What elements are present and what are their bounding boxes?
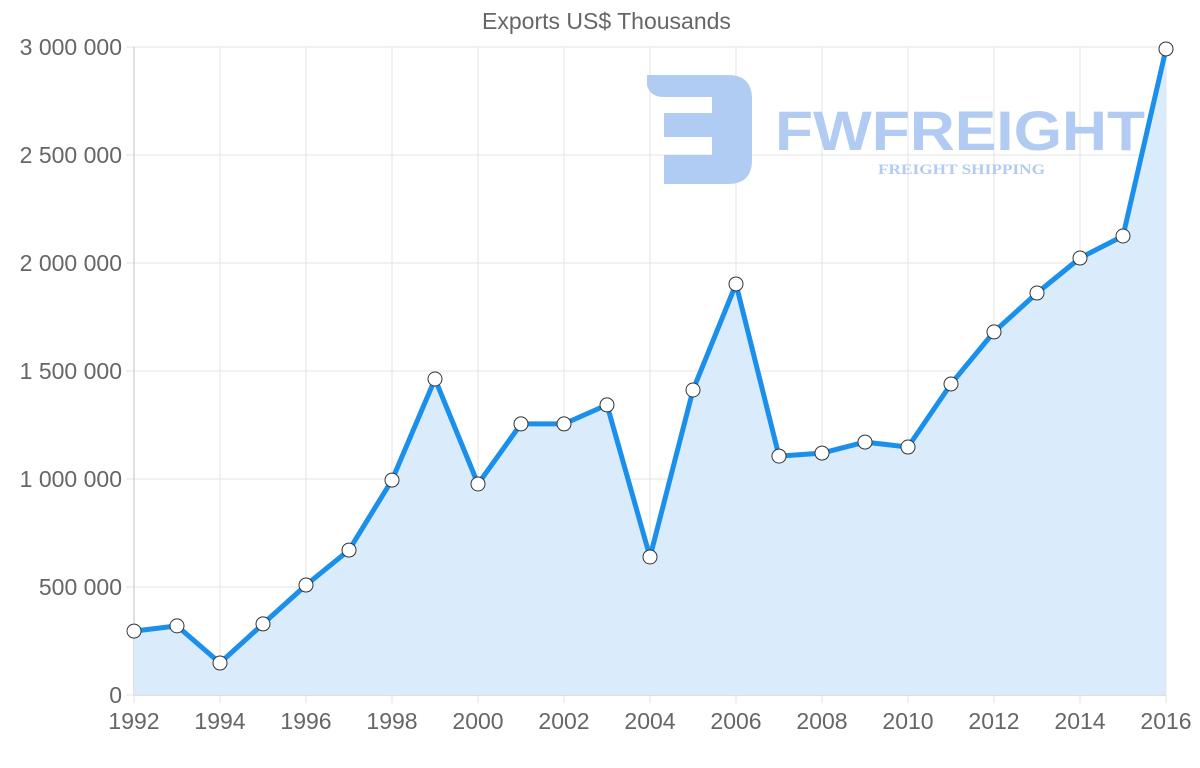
x-tick-label: 2016 bbox=[1140, 708, 1191, 734]
data-point-1996[interactable] bbox=[298, 577, 314, 593]
data-point-2016[interactable] bbox=[1158, 41, 1174, 57]
data-point-1992[interactable] bbox=[126, 623, 142, 639]
data-point-1999[interactable] bbox=[427, 371, 443, 387]
data-point-1997[interactable] bbox=[341, 542, 357, 558]
data-point-1993[interactable] bbox=[169, 618, 185, 634]
x-tick-label: 2014 bbox=[1054, 708, 1105, 734]
data-point-2000[interactable] bbox=[470, 476, 486, 492]
data-point-2009[interactable] bbox=[857, 434, 873, 450]
data-point-2014[interactable] bbox=[1072, 250, 1088, 266]
x-tick-label: 2002 bbox=[538, 708, 589, 734]
x-tick-label: 2000 bbox=[452, 708, 503, 734]
data-point-2008[interactable] bbox=[814, 445, 830, 461]
x-tick-label: 2006 bbox=[710, 708, 761, 734]
data-point-2007[interactable] bbox=[771, 448, 787, 464]
data-point-1998[interactable] bbox=[384, 472, 400, 488]
watermark-brand: FWFREIGHT bbox=[775, 99, 1145, 162]
data-point-2011[interactable] bbox=[943, 376, 959, 392]
x-tick-label: 2008 bbox=[796, 708, 847, 734]
watermark-logo: FWFREIGHT FREIGHT SHIPPING bbox=[647, 75, 1145, 184]
data-point-1995[interactable] bbox=[255, 616, 271, 632]
y-axis-labels: 0 500 000 1 000 000 1 500 000 2 000 000 2 500… bbox=[20, 34, 122, 708]
y-tick-label: 2 000 000 bbox=[20, 250, 122, 276]
x-tick-label: 1996 bbox=[280, 708, 331, 734]
x-tick-label: 1998 bbox=[366, 708, 417, 734]
data-point-2004[interactable] bbox=[642, 549, 658, 565]
data-point-2003[interactable] bbox=[599, 397, 615, 413]
y-tick-label: 2 500 000 bbox=[20, 142, 122, 168]
data-point-2005[interactable] bbox=[685, 382, 701, 398]
data-point-1994[interactable] bbox=[212, 655, 228, 671]
data-point-2013[interactable] bbox=[1029, 285, 1045, 301]
y-tick-label: 1 000 000 bbox=[20, 466, 122, 492]
x-tick-label: 2004 bbox=[624, 708, 675, 734]
y-tick-label: 500 000 bbox=[39, 574, 122, 600]
watermark-tagline: FREIGHT SHIPPING bbox=[878, 162, 1045, 178]
data-point-2002[interactable] bbox=[556, 416, 572, 432]
x-tick-label: 2012 bbox=[968, 708, 1019, 734]
y-tick-label: 0 bbox=[109, 682, 122, 708]
data-point-2006[interactable] bbox=[728, 276, 744, 292]
y-tick-label: 3 000 000 bbox=[20, 34, 122, 60]
x-tick-label: 2010 bbox=[882, 708, 933, 734]
data-point-2001[interactable] bbox=[513, 416, 529, 432]
data-point-2012[interactable] bbox=[986, 324, 1002, 340]
y-tick-label: 1 500 000 bbox=[20, 358, 122, 384]
x-tick-label: 1992 bbox=[108, 708, 159, 734]
chart-title: Exports US$ Thousands bbox=[482, 8, 731, 34]
area-fill bbox=[134, 48, 1166, 695]
data-points bbox=[126, 41, 1174, 671]
data-point-2010[interactable] bbox=[900, 439, 916, 455]
data-point-2015[interactable] bbox=[1115, 228, 1131, 244]
fw-logo-icon bbox=[647, 75, 752, 184]
x-axis-labels: 1992 1994 1996 1998 2000 2002 2004 2006 2008 2010… bbox=[108, 708, 1191, 734]
x-tick-label: 1994 bbox=[194, 708, 245, 734]
